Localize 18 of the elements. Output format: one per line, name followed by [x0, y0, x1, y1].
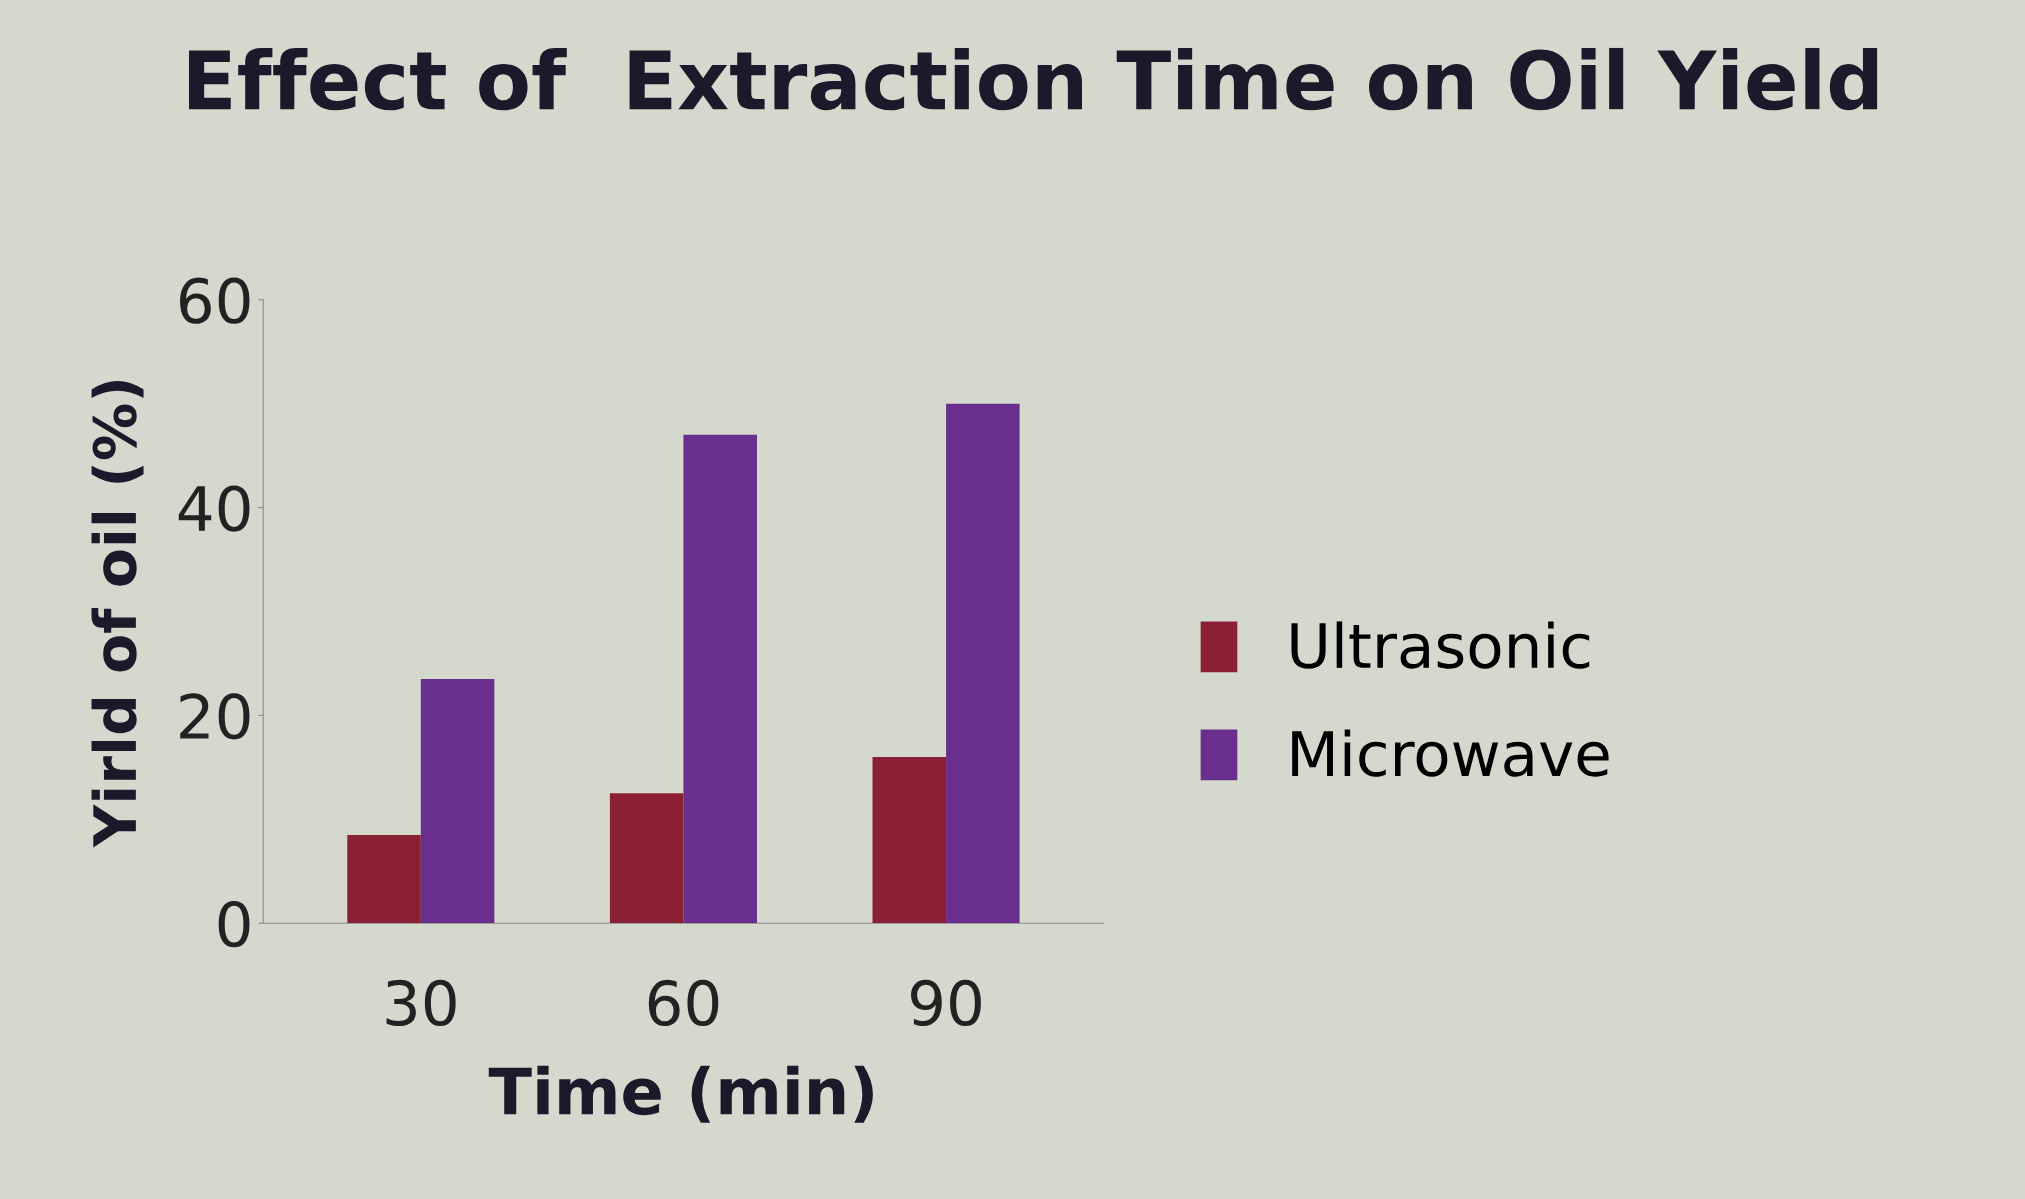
bar	[872, 756, 947, 924]
bar	[420, 679, 495, 924]
x-tick-label: 30	[386, 979, 456, 1027]
y-tick-label: 60	[180, 277, 250, 324]
y-tick-label: 20	[180, 693, 250, 740]
bar	[347, 834, 421, 924]
x-tick-label: 90	[911, 979, 981, 1027]
legend-label: Microwave	[1292, 729, 1609, 777]
bar	[946, 403, 1020, 924]
bar	[683, 434, 757, 924]
y-tick-label: 0	[218, 901, 250, 948]
legend-label: Ultrasonic	[1291, 621, 1590, 669]
chart-title: Effect of Extraction Time on Oil Yield	[189, 47, 1878, 111]
y-axis-title: Yirld of oil (%)	[91, 381, 144, 848]
x-tick-label: 60	[648, 979, 719, 1027]
y-tick-label: 40	[178, 485, 250, 532]
bar	[609, 793, 684, 924]
x-axis-title: Time (min)	[488, 1065, 873, 1123]
